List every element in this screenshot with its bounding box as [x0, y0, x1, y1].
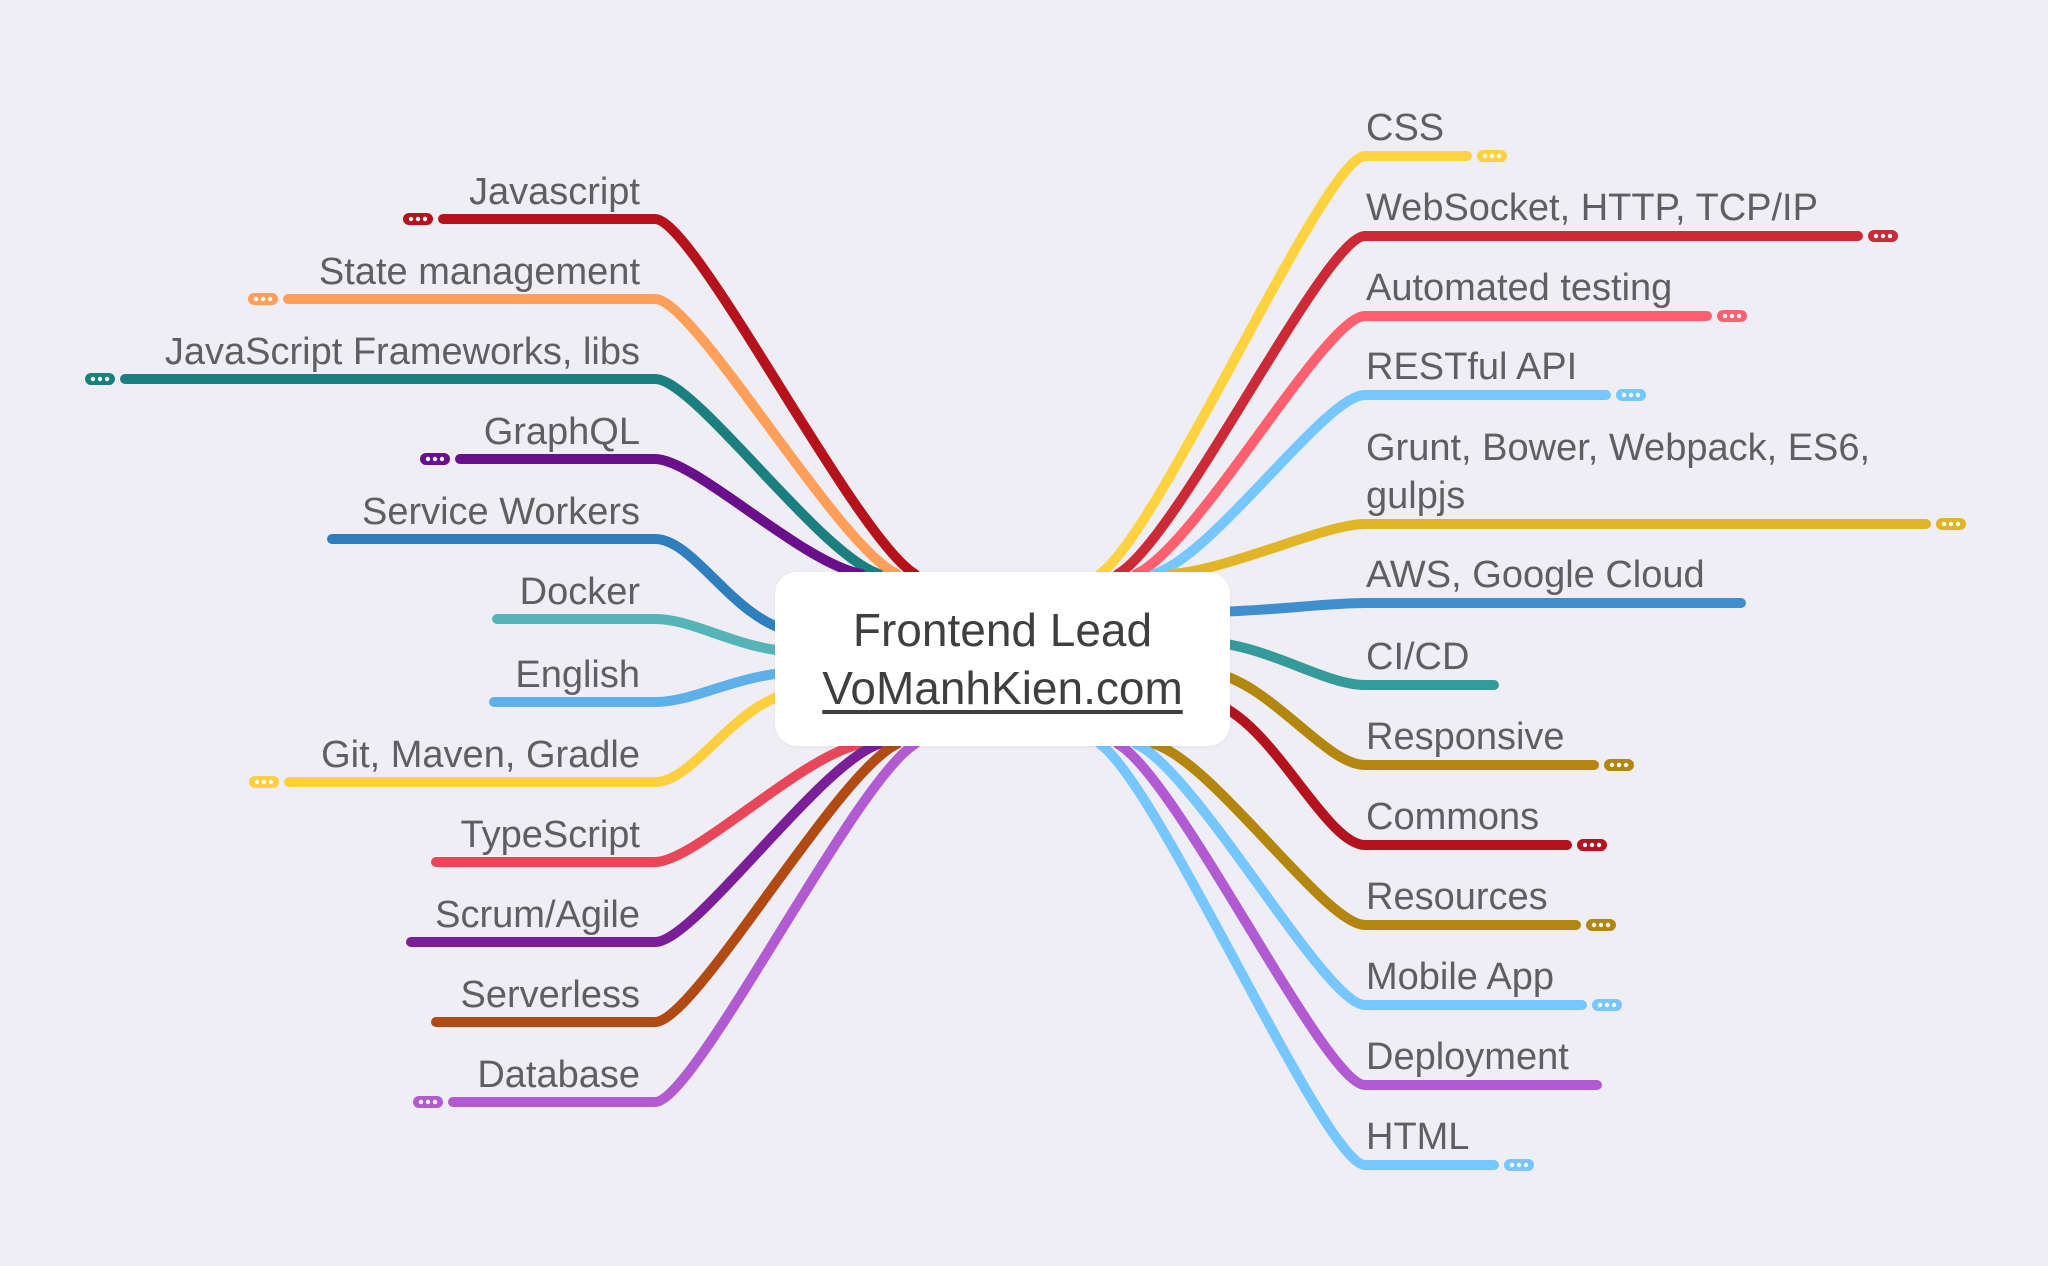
branch-connector-right-11 [1113, 739, 1602, 1090]
branch-connector-left-11 [448, 739, 920, 1107]
branch-connector-left-4 [327, 534, 800, 637]
branch-right-11[interactable]: Deployment [1366, 1036, 1569, 1078]
expand-dots-right-3[interactable] [1616, 389, 1646, 401]
branch-right-8[interactable]: Commons [1366, 796, 1540, 838]
expand-dots-right-12[interactable] [1504, 1159, 1534, 1171]
branch-left-9[interactable]: Scrum/Agile [435, 894, 640, 936]
expand-dots-left-1[interactable] [248, 293, 278, 305]
branch-right-5[interactable]: AWS, Google Cloud [1366, 554, 1705, 596]
expand-dots-left-7[interactable] [249, 776, 279, 788]
branch-connector-right-1 [1113, 231, 1863, 579]
branch-right-12[interactable]: HTML [1366, 1116, 1470, 1158]
branch-right-10[interactable]: Mobile App [1366, 956, 1555, 998]
expand-dots-left-3[interactable] [420, 453, 450, 465]
branch-connector-left-9 [406, 739, 884, 947]
expand-dots-left-0[interactable] [403, 213, 433, 225]
expand-dots-right-10[interactable] [1592, 999, 1622, 1011]
branch-connector-left-0 [438, 214, 920, 579]
expand-dots-right-0[interactable] [1477, 150, 1507, 162]
branch-connector-right-10 [1131, 739, 1587, 1010]
expand-dots-right-9[interactable] [1586, 919, 1616, 931]
branch-connector-right-4 [1167, 519, 1931, 579]
root-link[interactable]: VoManhKien.com [822, 662, 1183, 714]
root-node[interactable]: Frontend Lead VoManhKien.com [775, 572, 1230, 746]
branch-connector-right-9 [1149, 739, 1581, 930]
branch-connector-right-8 [1205, 697, 1572, 850]
branch-right-2[interactable]: Automated testing [1366, 267, 1673, 309]
branch-left-1[interactable]: State management [318, 251, 640, 293]
branch-left-6[interactable]: English [515, 654, 640, 696]
branch-connector-left-5 [492, 614, 800, 657]
branch-connector-right-5 [1205, 598, 1746, 617]
expand-dots-right-2[interactable] [1717, 310, 1747, 322]
branch-connector-left-7 [284, 687, 800, 787]
branch-right-6[interactable]: CI/CD [1366, 636, 1470, 678]
root-title: Frontend Lead [852, 604, 1153, 656]
branch-connector-left-8 [431, 739, 866, 867]
branch-right-0[interactable]: CSS [1366, 107, 1445, 149]
expand-dots-left-11[interactable] [413, 1096, 443, 1108]
expand-dots-right-1[interactable] [1868, 230, 1898, 242]
branch-connector-left-10 [431, 739, 902, 1027]
branch-connector-right-0 [1095, 151, 1472, 579]
expand-dots-left-2[interactable] [85, 373, 115, 385]
branch-connector-right-3 [1149, 390, 1611, 579]
branch-right-9[interactable]: Resources [1366, 876, 1548, 918]
branch-left-8[interactable]: TypeScript [460, 814, 640, 856]
branch-left-7[interactable]: Git, Maven, Gradle [321, 734, 640, 776]
expand-dots-right-7[interactable] [1604, 759, 1634, 771]
branch-connector-left-2 [120, 374, 884, 579]
branch-connector-right-7 [1205, 667, 1599, 770]
branch-right-3[interactable]: RESTful API [1366, 346, 1578, 388]
branch-connector-right-12 [1095, 739, 1499, 1170]
expand-dots-right-8[interactable] [1577, 839, 1607, 851]
branch-connector-right-6 [1205, 637, 1499, 690]
expand-dots-right-4[interactable] [1936, 518, 1966, 530]
branch-left-5[interactable]: Docker [519, 571, 640, 613]
branch-right-1[interactable]: WebSocket, HTTP, TCP/IP [1366, 187, 1818, 229]
branch-connector-left-6 [489, 667, 800, 707]
branch-connector-left-3 [455, 454, 866, 579]
branch-left-4[interactable]: Service Workers [361, 491, 640, 533]
branch-right-4[interactable]: Grunt, Bower, Webpack, ES6, gulpjs [1366, 427, 1871, 517]
branch-connector-left-1 [283, 294, 902, 579]
branch-left-10[interactable]: Serverless [460, 974, 641, 1016]
branch-left-2[interactable]: JavaScript Frameworks, libs [164, 331, 640, 373]
branch-left-0[interactable]: Javascript [468, 171, 640, 213]
branch-left-11[interactable]: Database [477, 1054, 640, 1096]
branch-right-7[interactable]: Responsive [1366, 716, 1565, 758]
branch-connector-right-2 [1131, 311, 1712, 579]
branch-left-3[interactable]: GraphQL [483, 411, 640, 453]
